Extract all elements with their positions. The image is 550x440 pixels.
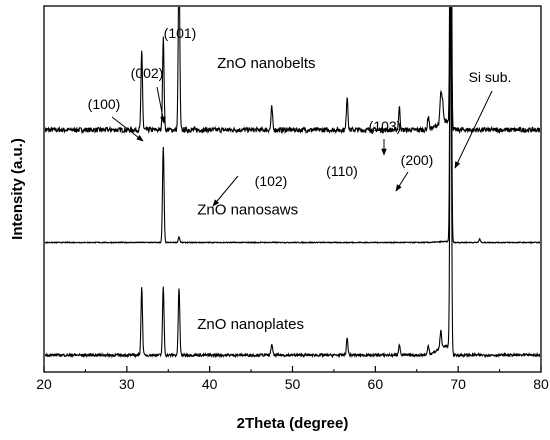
peak-arrow	[454, 90, 493, 169]
peak-label: (200)	[401, 152, 434, 168]
peak-label: (103)	[369, 118, 402, 134]
peak-arrow	[156, 86, 166, 124]
annotation-labels: ZnO nanobelts ZnO nanosaws ZnO nanoplates (…	[88, 25, 512, 333]
peak-label: (102)	[255, 173, 288, 189]
series-label: ZnO nanosaws	[197, 201, 298, 218]
annotation-arrows	[111, 86, 493, 207]
peak-label: (002)	[131, 65, 164, 81]
peak-label: (110)	[326, 163, 358, 179]
series-label: ZnO nanoplates	[197, 316, 304, 333]
peak-label: (101)	[164, 25, 197, 41]
series-trace	[45, 7, 540, 359]
peak-arrow	[111, 116, 144, 142]
x-tick-label: 30	[119, 376, 135, 392]
x-tick-label: 20	[36, 376, 52, 392]
x-tick-label: 80	[533, 376, 549, 392]
x-ticks: 20 30 40 50 60 70 80	[36, 366, 549, 392]
series-trace	[45, 7, 540, 245]
y-axis-title: Intensity (a.u.)	[9, 138, 26, 240]
x-tick-label: 60	[368, 376, 384, 392]
peak-arrow	[395, 171, 409, 192]
x-tick-label: 50	[285, 376, 301, 392]
series-arrow	[212, 175, 239, 207]
x-tick-label: 40	[202, 376, 218, 392]
trace-group	[45, 7, 540, 359]
x-axis-title: 2Theta (degree)	[237, 415, 349, 432]
series-label: ZnO nanobelts	[217, 55, 315, 72]
x-tick-label: 70	[450, 376, 466, 392]
peak-label: (100)	[88, 96, 121, 112]
series-trace	[45, 7, 540, 135]
peak-label: Si sub.	[469, 69, 512, 85]
